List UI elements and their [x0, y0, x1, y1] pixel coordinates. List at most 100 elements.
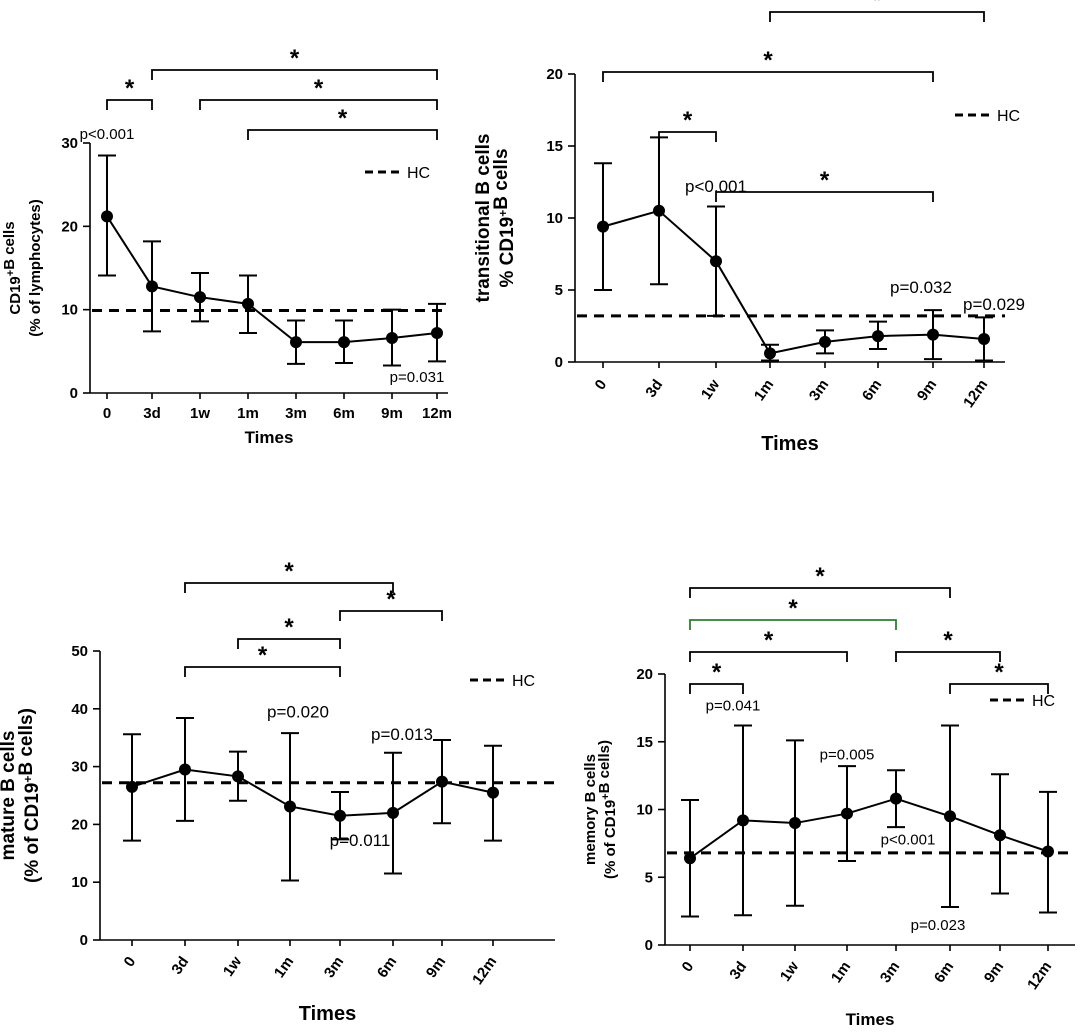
significance-bracket — [895, 651, 1001, 662]
data-point — [101, 210, 113, 223]
x-tick-label: 12m — [469, 954, 500, 988]
significance-star: * — [994, 659, 1004, 686]
significance-star: * — [943, 627, 953, 654]
significance-bracket — [689, 587, 951, 598]
significance-bracket — [949, 683, 1049, 694]
significance-star: * — [764, 627, 774, 654]
x-tick-label: 9m — [381, 405, 403, 422]
significance-star: * — [284, 614, 294, 641]
significance-star: * — [125, 75, 135, 102]
y-axis-title-line: transitional B cells — [473, 134, 494, 303]
p-value-annotation: p<0.001 — [80, 126, 135, 143]
significance-star: * — [258, 642, 268, 669]
significance-star: * — [872, 0, 882, 14]
p-value-annotation: p=0.011 — [330, 831, 391, 850]
data-point — [737, 814, 749, 827]
data-point — [431, 327, 443, 339]
x-tick-label: 12m — [422, 405, 452, 422]
data-point — [841, 807, 853, 820]
significance-bracket — [106, 99, 153, 110]
significance-star: * — [763, 47, 773, 74]
data-point — [597, 220, 609, 233]
y-tick-label: 15 — [636, 734, 653, 751]
data-point — [146, 280, 158, 293]
p-value-annotation: p=0.020 — [267, 702, 329, 721]
superscript: + — [600, 793, 612, 799]
x-axis-title: Times — [299, 1003, 356, 1025]
x-tick-label: 1w — [777, 958, 803, 984]
significance-star: * — [290, 45, 300, 72]
y-tick-label: 0 — [70, 385, 78, 402]
significance-bracket — [769, 11, 985, 22]
title-segment: (% of CD19 — [602, 800, 619, 879]
data-point — [927, 328, 939, 341]
data-point — [387, 806, 399, 819]
x-tick-label: 12m — [960, 377, 991, 411]
x-axis-title: Times — [245, 428, 294, 447]
data-point — [179, 763, 191, 776]
x-tick-label: 0 — [592, 377, 611, 394]
x-tick-label: 1w — [698, 376, 724, 402]
chart-c: 0 10 20 30 40 50 0 3d 1w 1m 3m 6m 9m 12m Times mature B… — [0, 558, 555, 1025]
significance-bracket — [715, 191, 934, 202]
y-axis-title-line: memory B cells — [582, 754, 599, 865]
legend-hc-label: HC — [1032, 693, 1055, 710]
title-segment: memory B cells — [582, 754, 599, 865]
data-point — [290, 336, 302, 349]
significance-star: * — [284, 558, 294, 585]
significance-star: * — [815, 563, 825, 590]
y-tick-label: 5 — [645, 869, 653, 886]
title-segment: B cells — [491, 148, 512, 209]
significance-bracket — [247, 129, 438, 140]
x-tick-label: 1m — [751, 377, 777, 405]
data-point — [764, 347, 776, 360]
x-tick-label: 12m — [1024, 959, 1055, 993]
data-point — [194, 291, 206, 304]
significance-bracket — [199, 99, 438, 110]
data-point — [819, 335, 831, 348]
significance-bracket — [602, 71, 934, 82]
x-tick-label: 9m — [981, 959, 1007, 987]
title-segment: % CD19 — [497, 217, 518, 288]
x-axis-title: Times — [846, 1010, 895, 1029]
significance-bracket — [658, 131, 717, 142]
series-line — [602, 209, 985, 355]
y-tick-label: 10 — [61, 302, 78, 319]
title-segment: mature B cells — [0, 731, 19, 861]
significance-star: * — [788, 595, 798, 622]
chart-a: 0 10 20 30 0 3d 1w 1m 3m 6m 9m 12m Times CD19+B cells… — [1, 45, 452, 447]
title-segment: B cells — [1, 221, 18, 269]
y-tick-label: 30 — [61, 135, 78, 152]
p-value-annotation: p=0.023 — [911, 917, 966, 934]
y-tick-label: 0 — [645, 937, 653, 954]
y-tick-label: 10 — [636, 802, 653, 819]
significance-bracket — [184, 582, 394, 593]
data-point — [944, 810, 956, 823]
chart-d: 0 5 10 15 20 0 3d 1w 1m 3m 6m 9m 12m Times memory B ce… — [582, 563, 1075, 1029]
y-tick-label: 0 — [555, 354, 563, 371]
significance-star: * — [338, 105, 348, 132]
y-axis-title-line: % CD19+B cells — [491, 148, 518, 287]
significance-bracket — [184, 666, 341, 677]
y-tick-label: 20 — [61, 218, 78, 235]
x-tick-label: 1w — [190, 405, 210, 422]
x-tick-label: 3m — [806, 377, 832, 405]
significance-bracket — [689, 651, 848, 662]
y-axis-title-line: (% of lymphocytes) — [27, 199, 44, 337]
title-segment: (% of lymphocytes) — [27, 199, 44, 337]
y-axis-title-line: mature B cells — [0, 731, 19, 861]
significance-bracket — [237, 638, 341, 649]
data-point — [872, 330, 884, 343]
data-point — [710, 255, 722, 268]
series-line — [689, 797, 1049, 860]
data-point — [126, 780, 138, 793]
data-point — [487, 786, 499, 799]
p-value-annotation: p<0.001 — [881, 832, 936, 849]
legend-hc-label: HC — [407, 165, 430, 182]
x-tick-label: 0 — [679, 959, 698, 976]
x-tick-label: 1m — [237, 405, 259, 422]
significance-bracket — [151, 69, 438, 80]
data-point — [1042, 845, 1054, 858]
x-tick-label: 3d — [168, 954, 192, 978]
